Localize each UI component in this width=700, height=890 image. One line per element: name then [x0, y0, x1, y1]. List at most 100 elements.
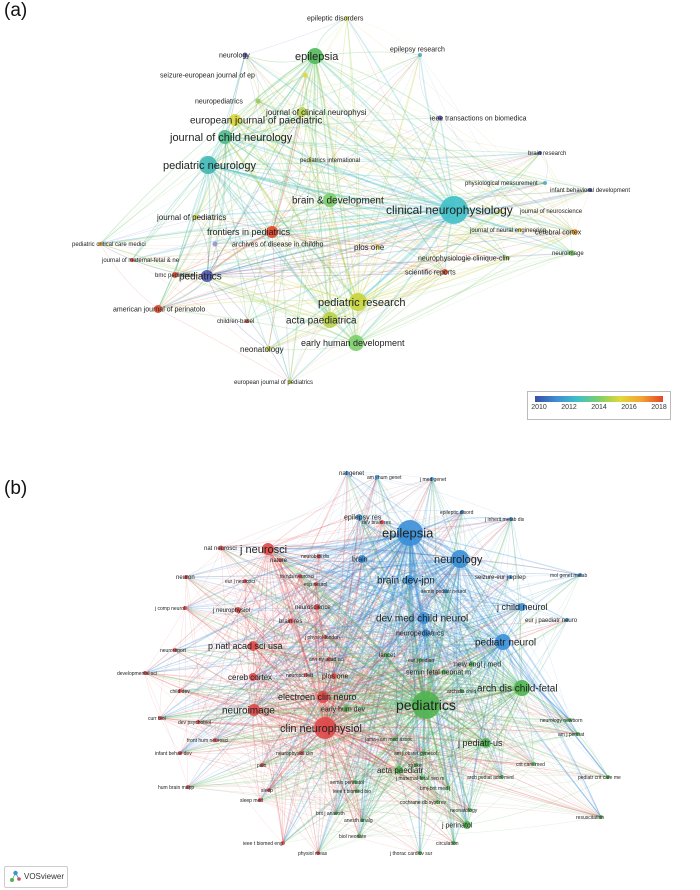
link-edge — [409, 532, 568, 621]
link-edge — [234, 119, 509, 259]
network-node — [509, 517, 513, 521]
link-edge — [179, 548, 269, 692]
network-node — [481, 738, 491, 748]
link-edge — [252, 617, 425, 647]
link-edge — [304, 74, 455, 211]
link-edge — [271, 152, 541, 233]
link-edge — [316, 606, 347, 710]
link-edge — [207, 164, 509, 259]
network-node — [297, 107, 307, 117]
link-edge — [252, 645, 455, 844]
node-label: front hum neurosci — [187, 738, 228, 744]
link-edge — [214, 476, 378, 741]
link-edge — [185, 547, 222, 578]
network-node — [278, 558, 282, 562]
node-label: neurology — [219, 52, 250, 59]
node-label: cochrane db syst rev — [400, 800, 447, 806]
link-edge — [289, 159, 311, 383]
link-edge — [184, 558, 461, 609]
network-node — [569, 250, 575, 256]
link-edge — [184, 607, 427, 706]
link-edge — [99, 231, 576, 247]
link-edge — [335, 632, 427, 814]
link-edge — [206, 271, 446, 277]
link-edge — [234, 119, 446, 273]
link-edge — [335, 617, 425, 814]
link-edge — [299, 575, 535, 765]
link-edge — [425, 606, 523, 634]
link-edge — [174, 532, 411, 651]
link-edge — [301, 111, 576, 233]
link-edge — [358, 687, 523, 837]
link-edge — [443, 671, 571, 721]
link-edge — [214, 152, 541, 245]
link-edge — [207, 164, 521, 231]
link-edge — [144, 641, 504, 674]
link-edge — [268, 704, 427, 791]
network-node — [463, 821, 471, 829]
link-edge — [194, 216, 331, 321]
link-edge — [300, 752, 535, 765]
network-node — [495, 634, 511, 650]
link-edge — [381, 521, 427, 706]
link-edge — [253, 620, 292, 711]
link-edge — [267, 55, 316, 350]
link-edge — [252, 476, 378, 647]
link-edge — [322, 558, 461, 698]
link-edge — [267, 152, 541, 350]
link-edge — [425, 558, 461, 706]
link-edge — [224, 136, 455, 211]
link-edge — [361, 641, 504, 821]
link-edge — [346, 472, 512, 520]
link-edge — [184, 607, 326, 729]
link-edge — [214, 532, 411, 741]
link-edge — [299, 575, 335, 677]
link-edge — [179, 704, 427, 754]
network-node — [599, 815, 603, 819]
link-edge — [425, 704, 468, 826]
link-edge — [324, 636, 347, 710]
link-edge — [314, 55, 441, 119]
link-edge — [194, 216, 273, 233]
link-edge — [267, 545, 363, 560]
link-edge — [358, 632, 427, 837]
link-edge — [279, 559, 319, 854]
link-edge — [279, 559, 523, 608]
link-edge — [144, 548, 269, 674]
link-edge — [99, 243, 216, 250]
link-edge — [425, 632, 523, 689]
link-edge — [398, 769, 602, 818]
link-edge — [267, 548, 324, 698]
link-edge — [318, 555, 504, 643]
link-edge — [279, 559, 425, 619]
link-edge — [324, 579, 410, 638]
link-edge — [304, 74, 576, 233]
node-label: brain & development — [292, 196, 384, 207]
link-edge — [253, 575, 301, 711]
link-edge — [267, 271, 446, 350]
link-edge — [253, 687, 523, 711]
link-edge — [290, 521, 383, 622]
link-edge — [174, 111, 303, 276]
link-edge — [315, 558, 461, 585]
link-edge — [252, 645, 503, 778]
link-edge — [185, 476, 378, 578]
link-edge — [99, 117, 441, 245]
link-edge — [282, 787, 449, 844]
network-node — [568, 718, 572, 722]
link-edge — [345, 708, 571, 722]
network-node — [317, 554, 321, 558]
link-edge — [187, 476, 378, 788]
link-edge — [324, 641, 504, 729]
link-edge — [425, 632, 487, 744]
link-edge — [324, 636, 396, 740]
link-edge — [316, 516, 360, 608]
link-edge — [423, 576, 511, 619]
link-edge — [358, 516, 427, 706]
link-edge — [252, 558, 461, 647]
link-edge — [356, 764, 417, 792]
link-edge — [220, 547, 318, 608]
link-edge — [317, 516, 360, 854]
link-edge — [179, 555, 320, 692]
link-edge — [259, 799, 455, 844]
